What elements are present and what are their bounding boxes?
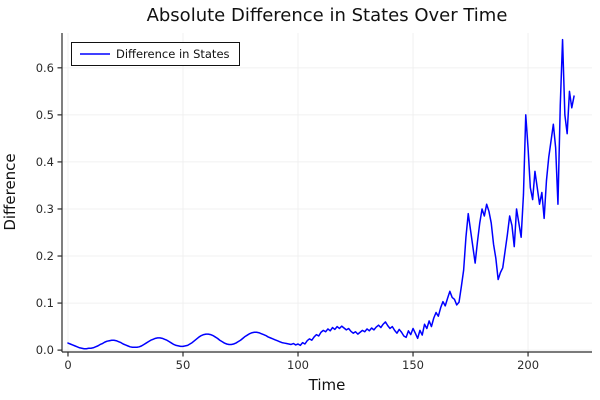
difference-line: [67, 38, 575, 350]
legend-entry-label: Difference in States: [116, 47, 230, 61]
axis-tick-labels: 0 50 100 150 200 0.0 0.1 0.2 0.3 0.4 0.5 0.6: [36, 61, 539, 372]
chart-title: Absolute Difference in States Over Time: [147, 5, 508, 26]
gridlines: [62, 33, 592, 352]
y-tick-label: 0.1: [36, 296, 54, 310]
y-axis-label: Difference: [1, 153, 19, 230]
y-tick-label: 0.2: [36, 249, 54, 263]
y-tick-label: 0.4: [36, 155, 54, 169]
legend-frame: [71, 42, 240, 66]
x-tick-label: 100: [287, 358, 309, 372]
axis-ticks: [57, 67, 529, 357]
y-tick-label: 0.0: [36, 343, 54, 357]
x-tick-label: 50: [176, 358, 191, 372]
data-series: [67, 38, 575, 350]
y-tick-label: 0.3: [36, 202, 54, 216]
y-tick-label: 0.6: [36, 61, 54, 75]
x-axis-label: Time: [308, 376, 346, 394]
axis-spines: [61, 33, 592, 353]
x-tick-label: 200: [517, 358, 539, 372]
x-tick-label: 150: [402, 358, 424, 372]
y-tick-label: 0.5: [36, 108, 54, 122]
legend-box: Difference in States: [71, 42, 240, 66]
x-tick-label: 0: [64, 358, 71, 372]
